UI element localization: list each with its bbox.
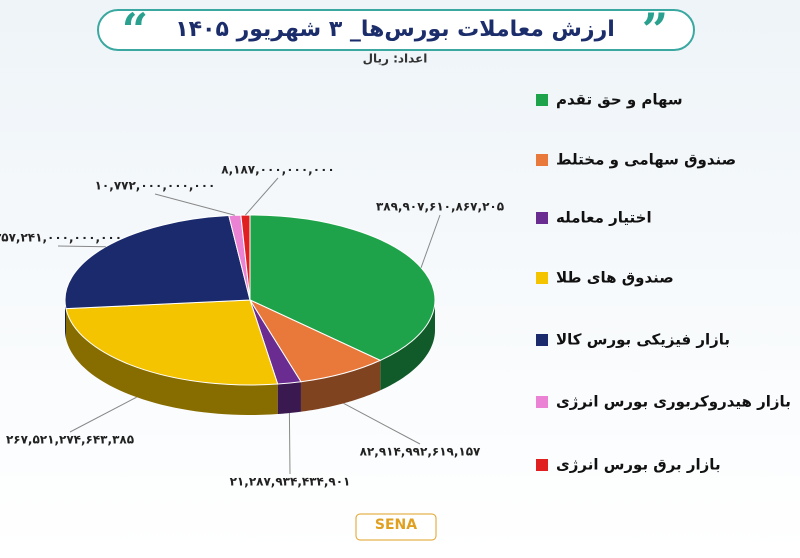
slice [249, 214, 436, 361]
legend-label: سهام و حق تقدم [556, 91, 683, 109]
leader-line [420, 214, 441, 268]
title-banner [97, 9, 695, 51]
leader-line [288, 413, 291, 475]
legend-label: بازار برق بورس انرژی [556, 456, 721, 474]
leader-line [154, 193, 235, 216]
quote-right: ” [642, 3, 668, 57]
logo-box [355, 513, 437, 541]
data-label: ۸,۱۸۷,۰۰۰,۰۰۰,۰۰۰ [221, 163, 334, 177]
legend-label: صندوق سهامی و مختلط [556, 151, 736, 169]
quote-left: “ [122, 3, 148, 57]
logo: SENA [375, 517, 417, 533]
leader-line [69, 396, 137, 433]
legend-swatch [536, 154, 548, 166]
data-label: ۸۲,۹۱۴,۹۹۲,۶۱۹,۱۵۷ [360, 445, 481, 459]
legend-swatch [536, 459, 548, 471]
legend-label: اختیار معامله [556, 209, 652, 227]
legend-swatch [536, 212, 548, 224]
data-label: ۲۱,۲۸۷,۹۳۴,۴۳۴,۹۰۱ [230, 475, 351, 489]
slice-side [300, 360, 381, 412]
legend-swatch [536, 94, 548, 106]
leader-line [57, 245, 106, 248]
slice [65, 299, 279, 386]
data-label: ۲۶۷,۵۲۱,۲۷۴,۶۴۳,۳۸۵ [6, 433, 134, 447]
legend-label: بازار فیزیکی بورس کالا [556, 331, 730, 349]
legend-label: صندوق های طلا [556, 269, 674, 287]
data-label: ۱۰,۷۷۲,۰۰۰,۰۰۰,۰۰۰ [95, 179, 216, 193]
data-label: ۳۸۹,۹۰۷,۶۱۰,۸۶۷,۲۰۵ [376, 200, 504, 214]
chart-title: ارزش معاملات بورس‌ها_ ۳ شهریور ۱۴۰۵ [175, 17, 615, 42]
slice-side [65, 308, 278, 415]
slice-side [277, 381, 301, 415]
data-label: ۲۵۷,۲۴۱,۰۰۰,۰۰۰,۰۰۰ [0, 231, 122, 245]
legend-label: بازار هیدروکربوری بورس انرژی [556, 393, 791, 411]
legend-swatch [536, 334, 548, 346]
legend-swatch [536, 396, 548, 408]
leader-line [343, 402, 421, 445]
legend-swatch [536, 272, 548, 284]
chart-subtitle: اعداد: ریال [363, 52, 428, 66]
leader-line [245, 177, 279, 216]
slice [248, 298, 382, 383]
